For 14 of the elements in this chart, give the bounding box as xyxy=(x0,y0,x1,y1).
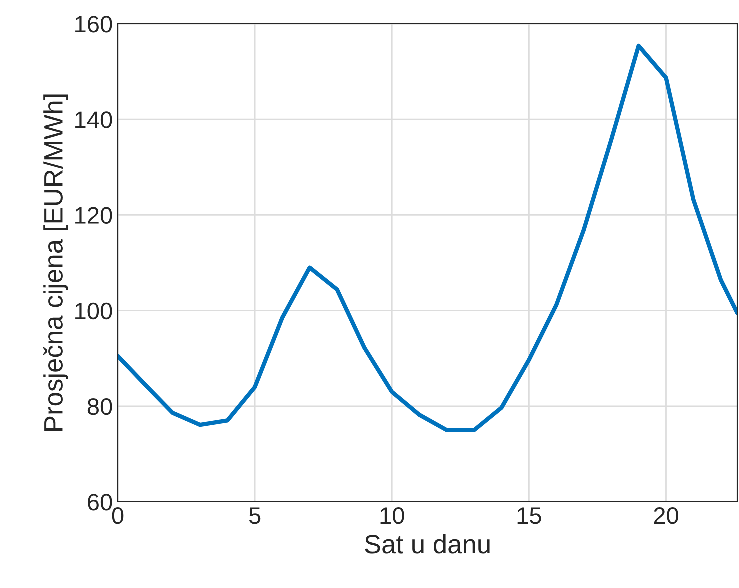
y-tick-label: 60 xyxy=(88,494,112,511)
y-tick-label: 160 xyxy=(76,16,112,33)
y-axis-title: Prosječna cijena [EUR/MWh] xyxy=(44,94,68,431)
y-tick-label: 140 xyxy=(76,112,112,128)
x-tick-label: 10 xyxy=(380,507,404,524)
y-tick-label: 80 xyxy=(88,398,112,416)
x-tick-label: 15 xyxy=(518,508,542,524)
x-tick-label: 0 xyxy=(112,507,124,524)
line-series xyxy=(118,44,738,432)
x-axis-title: Sat u danu xyxy=(365,534,490,554)
y-tick-label: 100 xyxy=(76,302,112,320)
x-tick-label: 5 xyxy=(249,508,261,524)
y-tick-label: 120 xyxy=(76,207,112,224)
x-tick-label: 20 xyxy=(654,507,678,524)
